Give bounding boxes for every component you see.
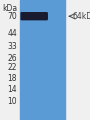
Text: 10: 10	[7, 97, 17, 106]
Text: 33: 33	[7, 42, 17, 51]
Text: 14: 14	[7, 85, 17, 94]
Text: kDa: kDa	[2, 4, 17, 13]
FancyBboxPatch shape	[21, 13, 47, 20]
Text: 22: 22	[8, 63, 17, 72]
Text: 18: 18	[8, 74, 17, 83]
Text: 70: 70	[7, 12, 17, 21]
Text: 26: 26	[7, 54, 17, 63]
FancyBboxPatch shape	[20, 0, 65, 120]
Text: 64kDa: 64kDa	[73, 12, 90, 21]
Text: 44: 44	[7, 29, 17, 38]
